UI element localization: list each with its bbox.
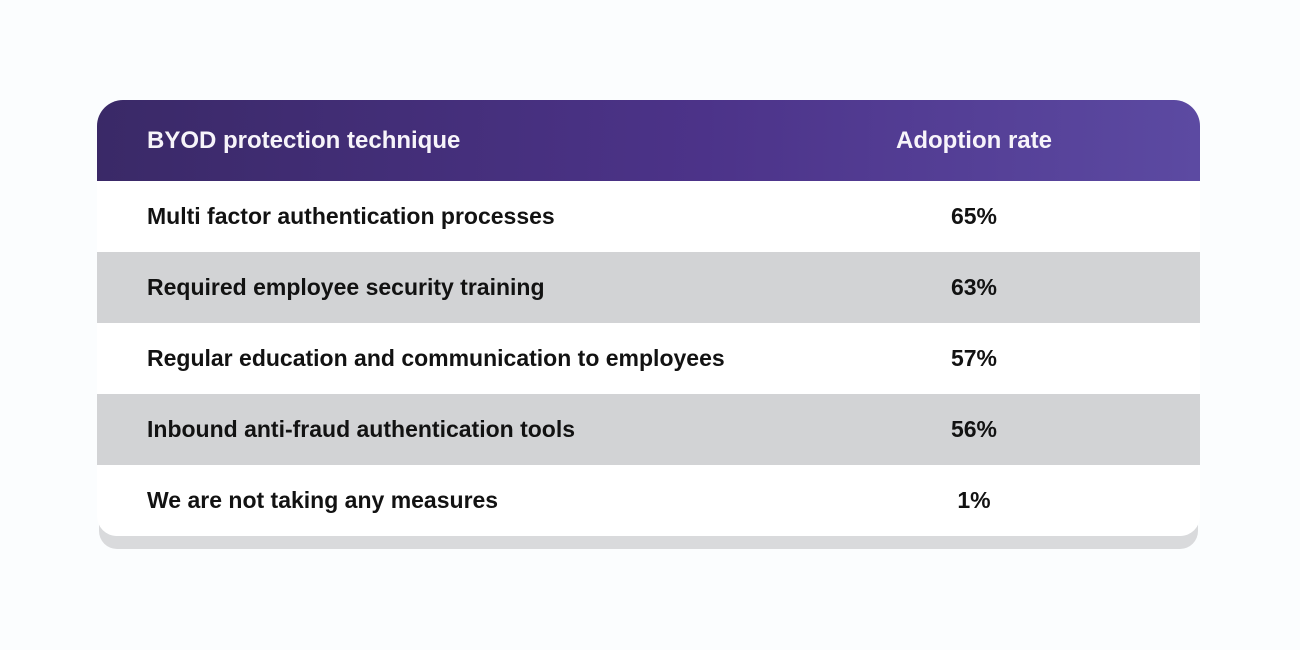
table-row: We are not taking any measures 1% xyxy=(97,465,1200,536)
technique-cell: Inbound anti-fraud authentication tools xyxy=(147,416,576,442)
table-row: Required employee security training 63% xyxy=(97,252,1200,323)
rate-cell: 63% xyxy=(950,274,998,300)
column-header-technique: BYOD protection technique xyxy=(147,126,461,154)
technique-cell: Required employee security training xyxy=(147,274,545,300)
table-row: Regular education and communication to e… xyxy=(97,323,1200,394)
rate-cell: 57% xyxy=(950,345,998,371)
technique-cell: We are not taking any measures xyxy=(147,487,499,513)
rate-cell: 1% xyxy=(957,487,991,513)
rate-cell: 65% xyxy=(950,203,998,229)
column-header-rate: Adoption rate xyxy=(896,126,1052,154)
byod-adoption-table: BYOD protection technique Adoption rate … xyxy=(97,100,1200,536)
table-row: Inbound anti-fraud authentication tools … xyxy=(97,394,1200,465)
table-header-row: BYOD protection technique Adoption rate xyxy=(97,100,1200,181)
technique-cell: Multi factor authentication processes xyxy=(147,203,555,229)
rate-cell: 56% xyxy=(950,416,998,442)
table-row: Multi factor authentication processes 65… xyxy=(97,181,1200,252)
technique-cell: Regular education and communication to e… xyxy=(147,345,725,371)
